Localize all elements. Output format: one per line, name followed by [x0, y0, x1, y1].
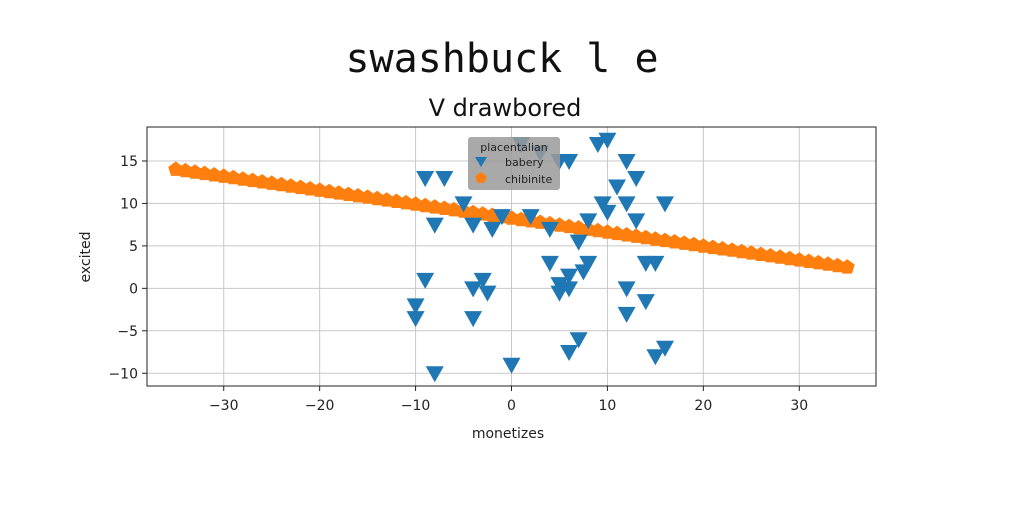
x-tick-label: 20	[694, 398, 712, 414]
babery-point	[406, 298, 425, 315]
legend-box	[468, 137, 560, 190]
y-axis-label: excited	[78, 232, 94, 283]
babery-point	[598, 204, 617, 221]
babery-point	[521, 209, 540, 226]
babery-point	[646, 255, 665, 272]
y-tick-label: −10	[108, 366, 138, 382]
babery-point	[579, 255, 598, 272]
babery-point	[617, 153, 636, 170]
babery-point	[425, 217, 444, 234]
x-tick-label: −10	[401, 398, 431, 414]
x-tick-label: 10	[599, 398, 617, 414]
babery-point	[617, 306, 636, 323]
babery-point	[492, 209, 511, 226]
babery-point	[416, 170, 435, 187]
legend-marker-chibinite	[475, 172, 487, 183]
babery-point	[454, 196, 473, 213]
babery-point	[416, 272, 435, 289]
babery-point	[473, 272, 492, 289]
plot-frame	[146, 126, 877, 387]
x-tick-label: 0	[507, 398, 516, 414]
babery-point	[550, 277, 569, 294]
babery-point	[435, 170, 454, 187]
legend-title: placentalian	[480, 141, 547, 154]
x-tick-label: −20	[305, 398, 335, 414]
babery-point	[617, 196, 636, 213]
babery-point	[560, 281, 579, 298]
babery-point	[464, 311, 483, 328]
babery-point	[588, 136, 607, 153]
babery-point	[598, 132, 617, 149]
y-tick-label: 0	[129, 281, 138, 297]
series-babery	[406, 132, 674, 383]
babery-point	[464, 281, 483, 298]
grid-lines	[147, 127, 876, 386]
babery-point	[464, 217, 483, 234]
babery-point	[560, 268, 579, 285]
babery-point	[560, 345, 579, 362]
series-chibinite	[168, 161, 855, 274]
y-tick-label: 15	[120, 154, 138, 170]
babery-point	[608, 179, 627, 196]
babery-point	[617, 281, 636, 298]
babery-point	[406, 311, 425, 328]
x-tick-label: 30	[790, 398, 808, 414]
legend-label-babery: babery	[505, 156, 544, 169]
y-tick-label: 5	[129, 239, 138, 255]
babery-point	[478, 285, 497, 302]
babery-point	[502, 357, 521, 374]
babery-point	[593, 196, 612, 213]
babery-point	[569, 234, 588, 251]
chibinite-point	[839, 259, 855, 274]
babery-point	[627, 213, 646, 230]
legend-label-chibinite: chibinite	[505, 173, 552, 186]
y-axis-ticks: −10 −5 0 5 10 15	[108, 154, 147, 382]
babery-point	[483, 221, 502, 238]
chart-suptitle: swashbuck l e	[345, 36, 658, 82]
chart-title: V drawbored	[429, 94, 582, 122]
babery-point	[560, 153, 579, 170]
y-tick-label: 10	[120, 196, 138, 212]
babery-point	[550, 285, 569, 302]
babery-point	[579, 213, 598, 230]
legend-marker-babery	[475, 157, 487, 167]
x-tick-label: −30	[209, 398, 239, 414]
babery-point	[540, 255, 559, 272]
babery-point	[569, 332, 588, 349]
babery-point	[655, 340, 674, 357]
y-tick-label: −5	[117, 324, 138, 340]
x-axis-label: monetizes	[472, 426, 544, 442]
babery-point	[655, 196, 674, 213]
x-axis-ticks: −30 −20 −10 0 10 20 30	[209, 386, 808, 414]
babery-point	[425, 366, 444, 383]
babery-point	[646, 349, 665, 366]
babery-point	[636, 294, 655, 311]
legend: placentalian babery chibinite	[468, 137, 560, 190]
babery-point	[540, 221, 559, 238]
babery-point	[627, 170, 646, 187]
